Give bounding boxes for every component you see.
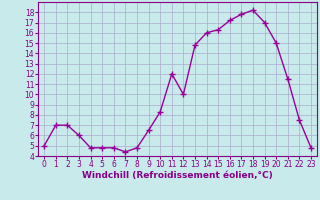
X-axis label: Windchill (Refroidissement éolien,°C): Windchill (Refroidissement éolien,°C) bbox=[82, 171, 273, 180]
